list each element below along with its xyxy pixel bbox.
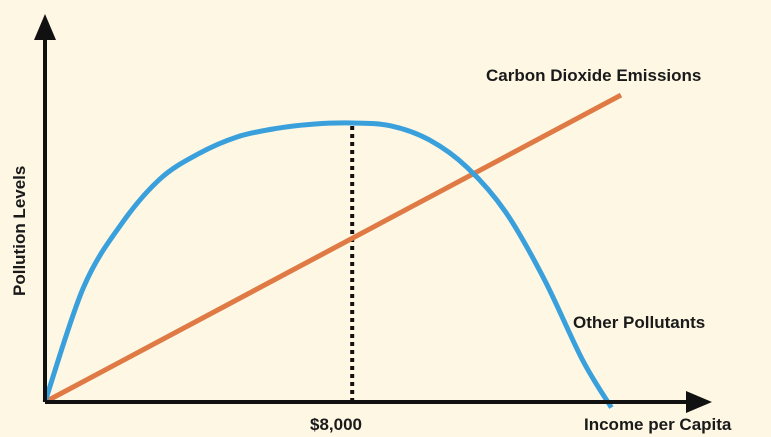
series-line-other-pollutants <box>42 120 614 409</box>
series-label-other-pollutants: Other Pollutants <box>573 313 705 332</box>
y-axis-arrow-icon <box>34 14 56 40</box>
series-line-carbon-dioxide <box>43 92 623 405</box>
x-axis-arrow-icon <box>686 391 712 413</box>
y-axis-label: Pollution Levels <box>10 166 29 296</box>
x-tick-label: $8,000 <box>310 415 362 434</box>
x-axis-label: Income per Capita <box>584 415 732 434</box>
series-label-carbon-dioxide: Carbon Dioxide Emissions <box>486 66 701 85</box>
